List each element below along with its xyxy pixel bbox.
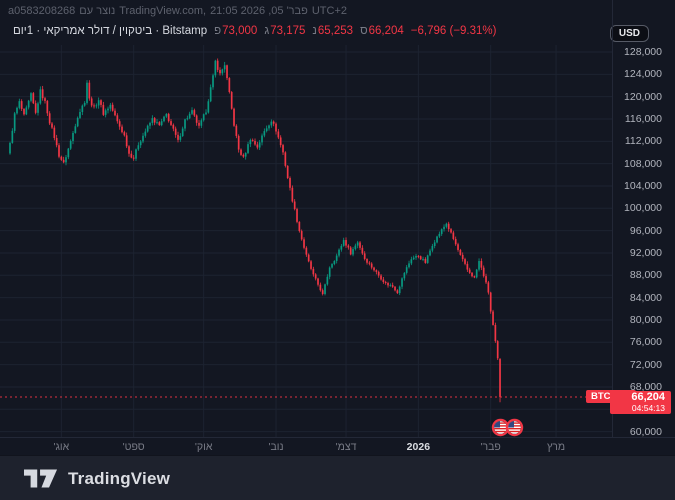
time-tick-label: נוב' [268,441,284,453]
price-tick-label: 112,000 [624,135,662,148]
tradingview-logo-icon [24,469,58,488]
tradingview-wordmark: TradingView [68,468,171,488]
bar-countdown: 04:54:13 [631,402,665,413]
symbol-legend: ביטקוין / דולר אמריקאי · 1יום · Bitstamp… [13,25,496,37]
low-value: 65,253 [317,25,354,37]
price-tick-label: 120,000 [624,90,662,103]
us-flag-icon[interactable] [491,418,510,437]
high-label: ג [264,25,270,37]
time-tick-label: מרץ [546,441,566,453]
price-tick-label: 68,000 [629,380,662,393]
time-tick-label: 2026 [406,441,431,453]
watermark-datetime: פבר' 05, 2026 21:05 [210,5,308,17]
watermark-timezone: UTC+2 [311,5,347,17]
price-tick-label: 104,000 [624,179,662,192]
symbol-description[interactable]: ביטקוין / דולר אמריקאי · 1יום · Bitstamp [13,25,208,37]
price-axis[interactable]: 128,000 124,000 120,000 116,000 112,000 108,0… [612,0,675,438]
price-tick-label: 108,000 [624,157,662,170]
candlestick-chart-canvas[interactable] [0,0,613,455]
time-tick-label: פבר' [480,441,501,453]
us-flag-icon[interactable] [505,418,524,437]
watermark-created-with: נוצר עם [79,5,116,17]
price-tick-label: 92,000 [629,246,662,259]
open-value: 73,000 [222,25,258,37]
price-tick-label: 88,000 [629,269,662,282]
change-value: −6,796 (−9.31%) [410,25,497,37]
price-tick-label: 124,000 [624,68,662,81]
open-label: פ [214,25,222,37]
watermark-site: TradingView.com, [119,5,207,17]
time-tick-label: דצמ' [335,441,357,453]
tradingview-brand-link[interactable]: TradingView [24,469,170,489]
ohlc-open: פ 73,000 [214,25,257,37]
price-tick-label: 116,000 [624,112,662,125]
currency-usd-button[interactable]: USD [609,25,649,42]
watermark: a0583208268 נוצר עם TradingView.com, פבר… [8,5,347,17]
footer-bar: TradingView [0,455,675,500]
watermark-user-id: a0583208268 [8,5,76,17]
price-tick-label: 100,000 [624,202,662,215]
price-tick-label: 76,000 [629,336,662,349]
event-flag-markers[interactable] [491,417,525,438]
price-tick-label: 128,000 [624,46,662,58]
time-tick-label: אוק' [194,441,213,453]
close-label: ס [360,25,368,37]
ohlc-high: ג 73,175 [264,25,305,37]
price-tick-label: 96,000 [629,224,662,237]
ohlc-low: נ 65,253 [312,25,353,37]
price-tick-label: 84,000 [629,291,662,304]
last-price-label: 66,204 04:54:13 [610,390,671,414]
ohlc-close: ס 66,204 [360,25,404,37]
time-axis[interactable]: אוג' ספט' אוק' נוב' דצמ' 2026 פבר' מרץ [0,437,675,456]
price-tick-label: 60,000 [629,425,662,438]
high-value: 73,175 [270,25,306,37]
time-tick-label: ספט' [122,441,145,453]
last-price-value: 66,204 [631,390,665,403]
price-tick-label: 80,000 [629,313,662,326]
close-value: 66,204 [368,25,404,37]
time-tick-label: אוג' [53,441,70,453]
price-tick-label: 72,000 [629,358,662,371]
low-label: נ [312,25,317,37]
